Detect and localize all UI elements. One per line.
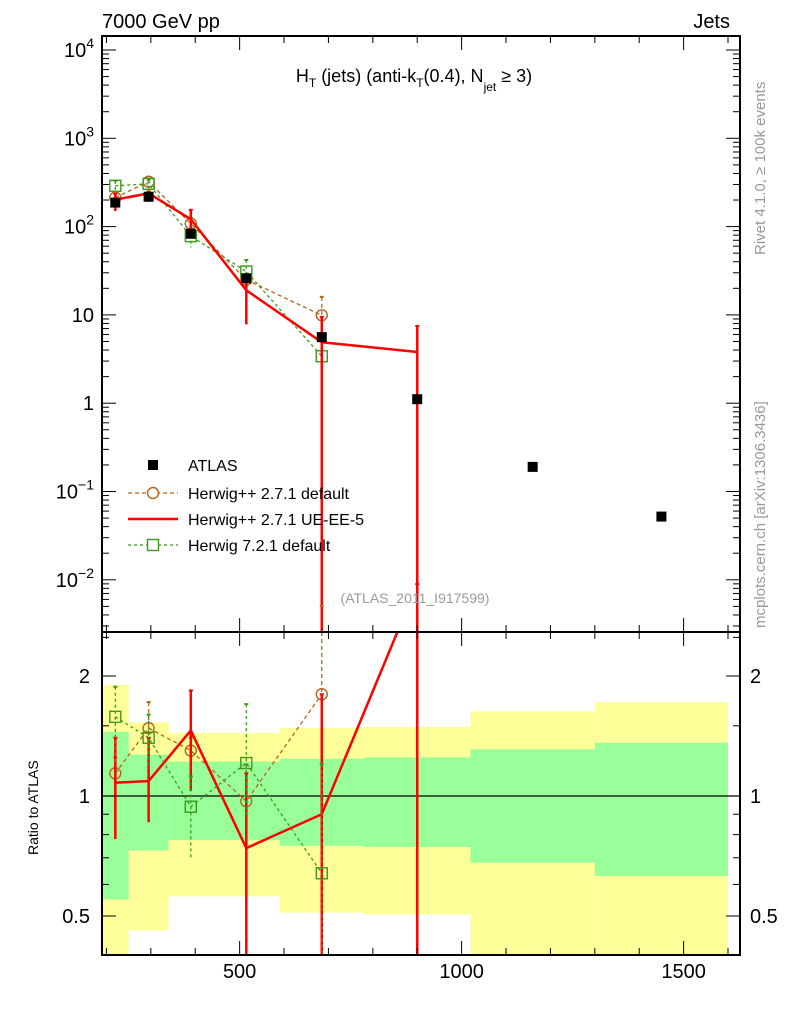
tick-base: 10: [72, 305, 94, 327]
legend-atlas-marker: [148, 460, 158, 470]
tick-base: 10: [64, 217, 86, 239]
atlas-data-point: [656, 511, 667, 522]
main-y-tick-label: 10−2: [56, 565, 94, 592]
tick-exponent: 2: [86, 212, 94, 228]
ratio-y-tick-label-right: 1: [750, 786, 761, 808]
ratio-y-tick-label-left: 0.5: [62, 906, 90, 928]
legend-label: Herwig 7.2.1 default: [188, 538, 331, 555]
chart-title: HT (jets) (anti-kT(0.4), Njet ≥ 3): [296, 66, 532, 94]
main-series-line: [115, 192, 418, 354]
title-mid: (jets) (anti-k: [316, 66, 417, 86]
x-tick-label: 1000: [439, 961, 484, 983]
ratio-y-tick-label-left: 1: [79, 786, 90, 808]
chart-marks: [102, 175, 740, 955]
ratio-y-axis-label: Ratio to ATLAS: [25, 760, 41, 855]
ratio-y-tick-label-left: 2: [79, 666, 90, 688]
legend-item: Herwig++ 2.7.1 UE-EE-5: [128, 512, 364, 529]
stat-uncertainty-band: [470, 749, 595, 863]
legend-item: Herwig 7.2.1 default: [128, 538, 331, 555]
atlas-data-point: [527, 461, 538, 472]
main-y-tick-label: 10: [72, 305, 94, 327]
x-tick-label: 1500: [661, 961, 706, 983]
ratio-herwig7-point: [315, 867, 328, 880]
atlas-data-point: [241, 273, 252, 284]
analysis-label: (ATLAS_2011_I917599): [341, 590, 490, 606]
title-sub1: T: [309, 76, 317, 90]
main-y-tick-label: 10−1: [56, 477, 94, 504]
ratio-herwig7-point: [240, 756, 253, 770]
header-left: 7000 GeV pp: [102, 11, 220, 33]
ratio-series-line: [114, 693, 323, 803]
title-end: ≥ 3): [496, 66, 532, 86]
ratio-frame: [101, 631, 741, 956]
legend-label: Herwig++ 2.7.1 default: [188, 486, 350, 503]
tick-base: 10: [56, 482, 78, 504]
tick-exponent: −2: [78, 565, 94, 581]
ratio-herwig7-point: [142, 731, 155, 744]
mcplots-label: mcplots.cern.ch [arXiv:1306.3436]: [752, 401, 769, 628]
atlas-data-point: [412, 394, 423, 405]
ratio-y-tick-label-right: 2: [750, 666, 761, 688]
main-y-tick-label: 103: [64, 123, 94, 150]
tick-exponent: −1: [78, 477, 94, 493]
x-tick-label: 500: [223, 961, 256, 983]
legend-square-marker: [146, 538, 160, 552]
atlas-data-point: [185, 228, 196, 239]
main-y-tick-label: 104: [64, 35, 94, 62]
legend-item: Herwig++ 2.7.1 default: [128, 486, 350, 503]
rivet-label: Rivet 4.1.0, ≥ 100k events: [752, 82, 769, 255]
title-main: H: [296, 66, 309, 86]
ratio-bands: [102, 684, 729, 955]
stat-uncertainty-band: [594, 742, 729, 876]
title-sub2: T: [416, 76, 424, 90]
ratio-series-line: [115, 632, 399, 850]
tick-base: 10: [56, 570, 78, 592]
title-mid2: (0.4), N: [424, 66, 484, 86]
tick-base: 10: [64, 40, 86, 62]
tick-base: 1: [83, 393, 94, 415]
main-series-line: [115, 183, 323, 357]
title-sub3: jet: [483, 80, 497, 94]
main-herwig7-point: [109, 179, 122, 192]
ratio-herwig7-point: [109, 710, 122, 724]
ratio-y-tick-label-right: 0.5: [750, 906, 778, 928]
legend-label: ATLAS: [188, 458, 238, 475]
header-right: Jets: [693, 11, 730, 33]
main-herwig7-point: [142, 177, 155, 191]
main-series-line: [115, 180, 323, 316]
tick-base: 10: [64, 128, 86, 150]
legend-label: Herwig++ 2.7.1 UE-EE-5: [188, 512, 364, 529]
atlas-data-point: [110, 197, 121, 208]
legend-item: ATLAS: [148, 458, 238, 475]
main-y-tick-label: 102: [64, 212, 94, 239]
ratio-herwig7-point: [184, 800, 197, 813]
legend-circle-marker: [146, 486, 160, 500]
atlas-data-point: [316, 332, 327, 343]
main-y-tick-label: 1: [83, 393, 94, 415]
atlas-data-point: [143, 191, 154, 202]
tick-exponent: 3: [86, 123, 94, 139]
tick-exponent: 4: [86, 35, 94, 51]
